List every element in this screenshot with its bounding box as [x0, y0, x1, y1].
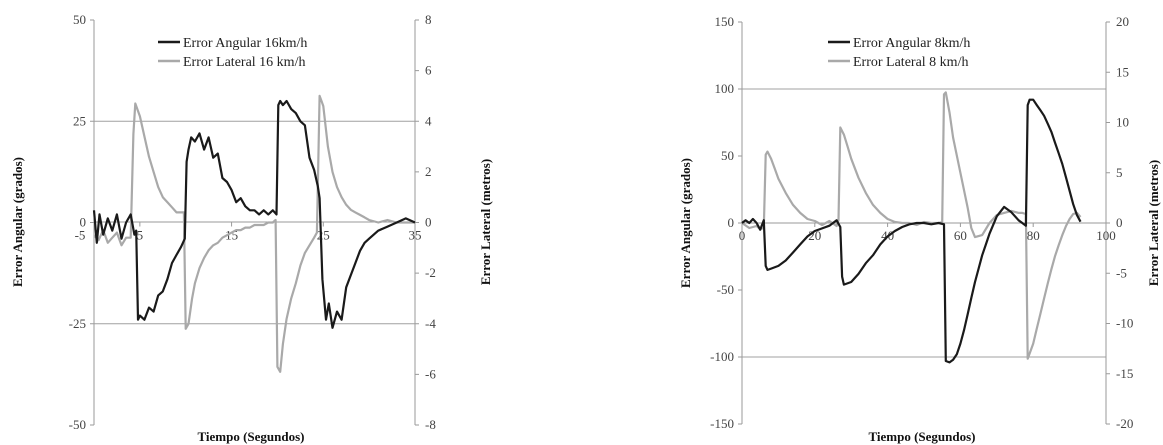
- y2-tick-label: -10: [1116, 316, 1133, 331]
- series-line-lateral: [741, 91, 1082, 360]
- x-tick-label: 5: [137, 228, 144, 243]
- y2-tick-label: -20: [1116, 416, 1133, 431]
- y2-tick-label: -15: [1116, 366, 1133, 381]
- chart-left-gridlines: [94, 120, 415, 325]
- y2-tick-label: 6: [425, 63, 432, 78]
- y-tick-label: 50: [721, 148, 734, 163]
- y-tick-label: 25: [73, 113, 86, 128]
- y2-tick-label: -2: [425, 265, 436, 280]
- chart-left-y2-tick-labels: -8 -6 -4 -2 0 2 4 6 8: [415, 12, 436, 432]
- series-line-angular: [741, 98, 1082, 364]
- chart-right-y-tick-labels: -150 -100 -50 0 50 100 150: [710, 14, 742, 431]
- chart-left-y-tick-labels: -50 -25 0 25 50: [69, 12, 94, 432]
- y2-tick-label: -5: [1116, 265, 1127, 280]
- y-tick-label: -25: [69, 316, 86, 331]
- y-tick-label: 50: [73, 12, 86, 27]
- y2-tick-label: 8: [425, 12, 432, 27]
- y-tick-label: -150: [710, 416, 734, 431]
- chart-left-y2-axis-title: Error Lateral (metros): [478, 159, 493, 285]
- y2-tick-label: -4: [425, 316, 436, 331]
- y-tick-label: -50: [69, 417, 86, 432]
- chart-left-series: [92, 94, 416, 373]
- series-line-lateral: [93, 94, 415, 373]
- y2-tick-label: 0: [425, 215, 432, 230]
- y2-tick-label: 20: [1116, 14, 1129, 29]
- chart-right-legend: Error Angular 8km/h Error Lateral 8 km/h: [828, 36, 970, 70]
- x-tick-label-extra: -5: [75, 228, 86, 243]
- y2-tick-label: -6: [425, 366, 436, 381]
- y2-tick-label: 4: [425, 113, 432, 128]
- x-tick-label: 0: [739, 228, 746, 243]
- series-line-angular: [92, 99, 416, 329]
- y2-tick-label: 0: [1116, 215, 1123, 230]
- x-tick-label: 100: [1096, 228, 1116, 243]
- x-tick-label: 60: [954, 228, 967, 243]
- y2-tick-label: 15: [1116, 64, 1129, 79]
- chart-right-gridlines: [742, 88, 1106, 358]
- y2-tick-label: 2: [425, 164, 432, 179]
- chart-left-y-axis-title: Error Angular (grados): [10, 157, 25, 287]
- legend-label-lateral-8: Error Lateral 8 km/h: [853, 55, 968, 70]
- legend-label-angular-16: Error Angular 16km/h: [183, 36, 307, 51]
- legend-label-lateral-16: Error Lateral 16 km/h: [183, 55, 305, 70]
- y2-tick-label: 10: [1116, 115, 1129, 130]
- y-tick-label: 150: [715, 14, 735, 29]
- chart-left-x-axis-title: Tiempo (Segundos): [197, 429, 304, 444]
- y-tick-label: 0: [80, 215, 87, 230]
- chart-right-y2-axis-title: Error Lateral (metros): [1146, 160, 1161, 286]
- y-tick-label: -50: [717, 282, 734, 297]
- x-tick-label: 25: [317, 228, 330, 243]
- chart-right-y-axis-title: Error Angular (grados): [678, 158, 693, 288]
- x-tick-label: 80: [1027, 228, 1040, 243]
- chart-right-series: [741, 91, 1082, 364]
- y-tick-label: 0: [728, 215, 735, 230]
- x-tick-label: 20: [808, 228, 821, 243]
- chart-right-y2-tick-labels: -20 -15 -10 -5 0 5 10 15 20: [1106, 14, 1133, 431]
- legend-label-angular-8: Error Angular 8km/h: [853, 36, 970, 51]
- y-tick-label: -100: [710, 349, 734, 364]
- y2-tick-label: -8: [425, 417, 436, 432]
- y-tick-label: 100: [715, 81, 735, 96]
- chart-right-x-axis-title: Tiempo (Segundos): [868, 429, 975, 444]
- chart-right-x-tick-labels: 0 20 40 60 80 100: [739, 223, 1116, 243]
- chart-left-legend: Error Angular 16km/h Error Lateral 16 km…: [158, 36, 307, 70]
- x-tick-label: 35: [409, 228, 422, 243]
- y2-tick-label: 5: [1116, 165, 1123, 180]
